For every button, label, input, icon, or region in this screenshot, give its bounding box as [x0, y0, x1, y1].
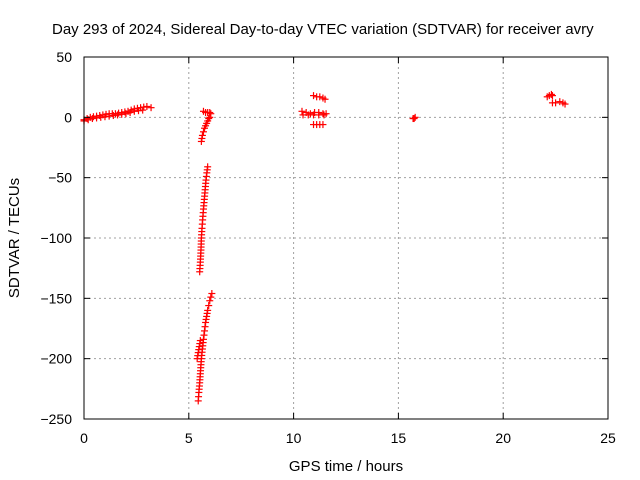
y-tick-label: −100: [40, 230, 72, 246]
x-tick-label: 10: [286, 430, 302, 446]
x-tick-label: 0: [80, 430, 88, 446]
x-tick-label: 15: [391, 430, 407, 446]
data-point: [411, 113, 419, 121]
data-point: [208, 290, 216, 298]
data-point: [316, 93, 324, 101]
y-tick-label: 50: [56, 49, 72, 65]
data-point: [548, 92, 556, 100]
data-point: [547, 90, 555, 98]
data-point: [101, 113, 109, 121]
data-point: [552, 99, 560, 107]
data-point: [147, 104, 155, 112]
data-point: [198, 131, 206, 139]
data-point: [105, 112, 113, 120]
data-point: [205, 302, 213, 310]
data-point: [130, 107, 138, 115]
data-point: [320, 111, 328, 119]
data-point: [556, 98, 564, 106]
x-tick-label: 20: [495, 430, 511, 446]
data-point: [109, 112, 117, 120]
grid-layer: [84, 57, 608, 419]
data-point: [139, 106, 147, 114]
data-point: [561, 100, 569, 108]
x-axis-label: GPS time / hours: [289, 458, 403, 475]
data-point: [298, 107, 306, 115]
data-point: [140, 103, 148, 111]
y-tick-label: −200: [40, 351, 72, 367]
y-tick-label: −50: [48, 170, 72, 186]
y-tick-label: −250: [40, 411, 72, 427]
data-point: [319, 121, 327, 129]
data-point: [205, 115, 213, 123]
x-tick-label: 25: [600, 430, 616, 446]
data-point: [199, 128, 207, 136]
data-points: [80, 90, 569, 405]
y-tick-label: −150: [40, 290, 72, 306]
chart-title: Day 293 of 2024, Sidereal Day-to-day VTE…: [52, 21, 594, 38]
data-point: [204, 163, 212, 171]
data-point: [206, 297, 214, 305]
data-point: [122, 110, 130, 118]
data-point: [310, 92, 318, 100]
y-tick-label: 0: [64, 109, 72, 125]
data-point: [207, 293, 215, 301]
data-point: [118, 110, 126, 118]
data-point: [93, 114, 101, 122]
data-point: [114, 111, 122, 119]
data-point: [196, 337, 204, 345]
y-axis-label: SDTVAR / TECUs: [6, 178, 23, 298]
data-point: [206, 113, 214, 121]
data-point: [134, 107, 142, 115]
data-point: [126, 109, 134, 117]
data-point: [88, 115, 96, 123]
data-point: [143, 102, 151, 110]
data-point: [97, 113, 105, 121]
x-tick-label: 5: [185, 430, 193, 446]
data-point: [207, 110, 215, 118]
data-point: [321, 95, 329, 103]
data-point: [204, 306, 212, 314]
tick-layer: 0 5 10 15 20 25 −250 −200 −150 −100 −50 0 50: [40, 49, 616, 446]
data-point: [410, 115, 418, 123]
